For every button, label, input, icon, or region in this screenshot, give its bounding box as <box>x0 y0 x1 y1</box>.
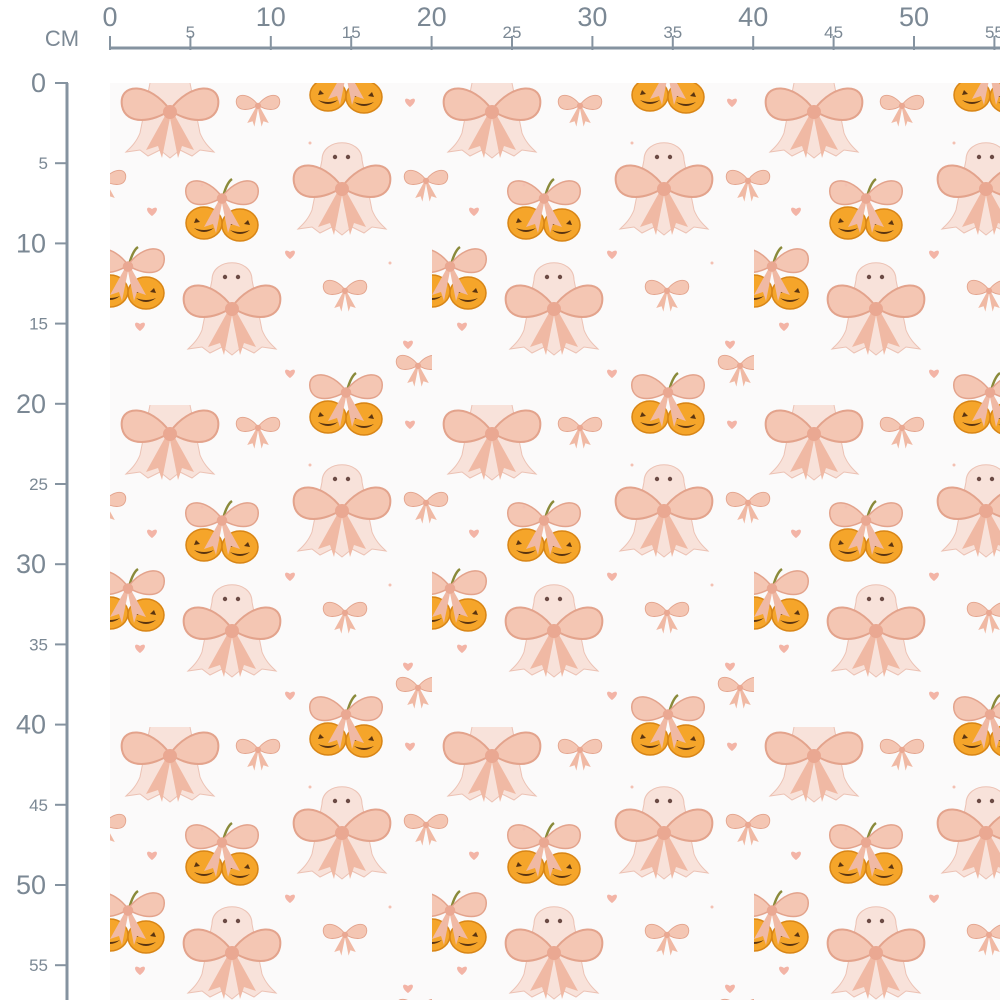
top-tick-label: 40 <box>738 2 768 32</box>
left-tick-label: 50 <box>16 870 46 900</box>
left-tick-label: 10 <box>16 228 46 258</box>
left-tick-label: 0 <box>31 68 46 98</box>
left-tick-label: 30 <box>16 549 46 579</box>
top-tick-label: 35 <box>663 23 682 42</box>
left-tick-label: 5 <box>39 154 48 173</box>
top-tick-label: 55 <box>985 23 1000 42</box>
left-tick-label: 40 <box>16 710 46 740</box>
left-tick-label: 35 <box>29 635 48 654</box>
left-tick-label: 45 <box>29 796 48 815</box>
top-tick-label: 50 <box>899 2 929 32</box>
top-tick-label: 15 <box>342 23 361 42</box>
top-tick-label: 20 <box>417 2 447 32</box>
left-tick-label: 20 <box>16 389 46 419</box>
top-tick-label: 30 <box>577 2 607 32</box>
left-tick-label: 55 <box>29 956 48 975</box>
top-tick-label: 25 <box>503 23 522 42</box>
top-tick-label: 0 <box>102 2 117 32</box>
top-tick-label: 5 <box>186 23 195 42</box>
fabric-pattern <box>110 83 1000 1000</box>
top-tick-label: 45 <box>824 23 843 42</box>
unit-label: CM <box>45 26 79 51</box>
left-tick-label: 15 <box>29 315 48 334</box>
top-tick-label: 10 <box>256 2 286 32</box>
left-tick-label: 25 <box>29 475 48 494</box>
